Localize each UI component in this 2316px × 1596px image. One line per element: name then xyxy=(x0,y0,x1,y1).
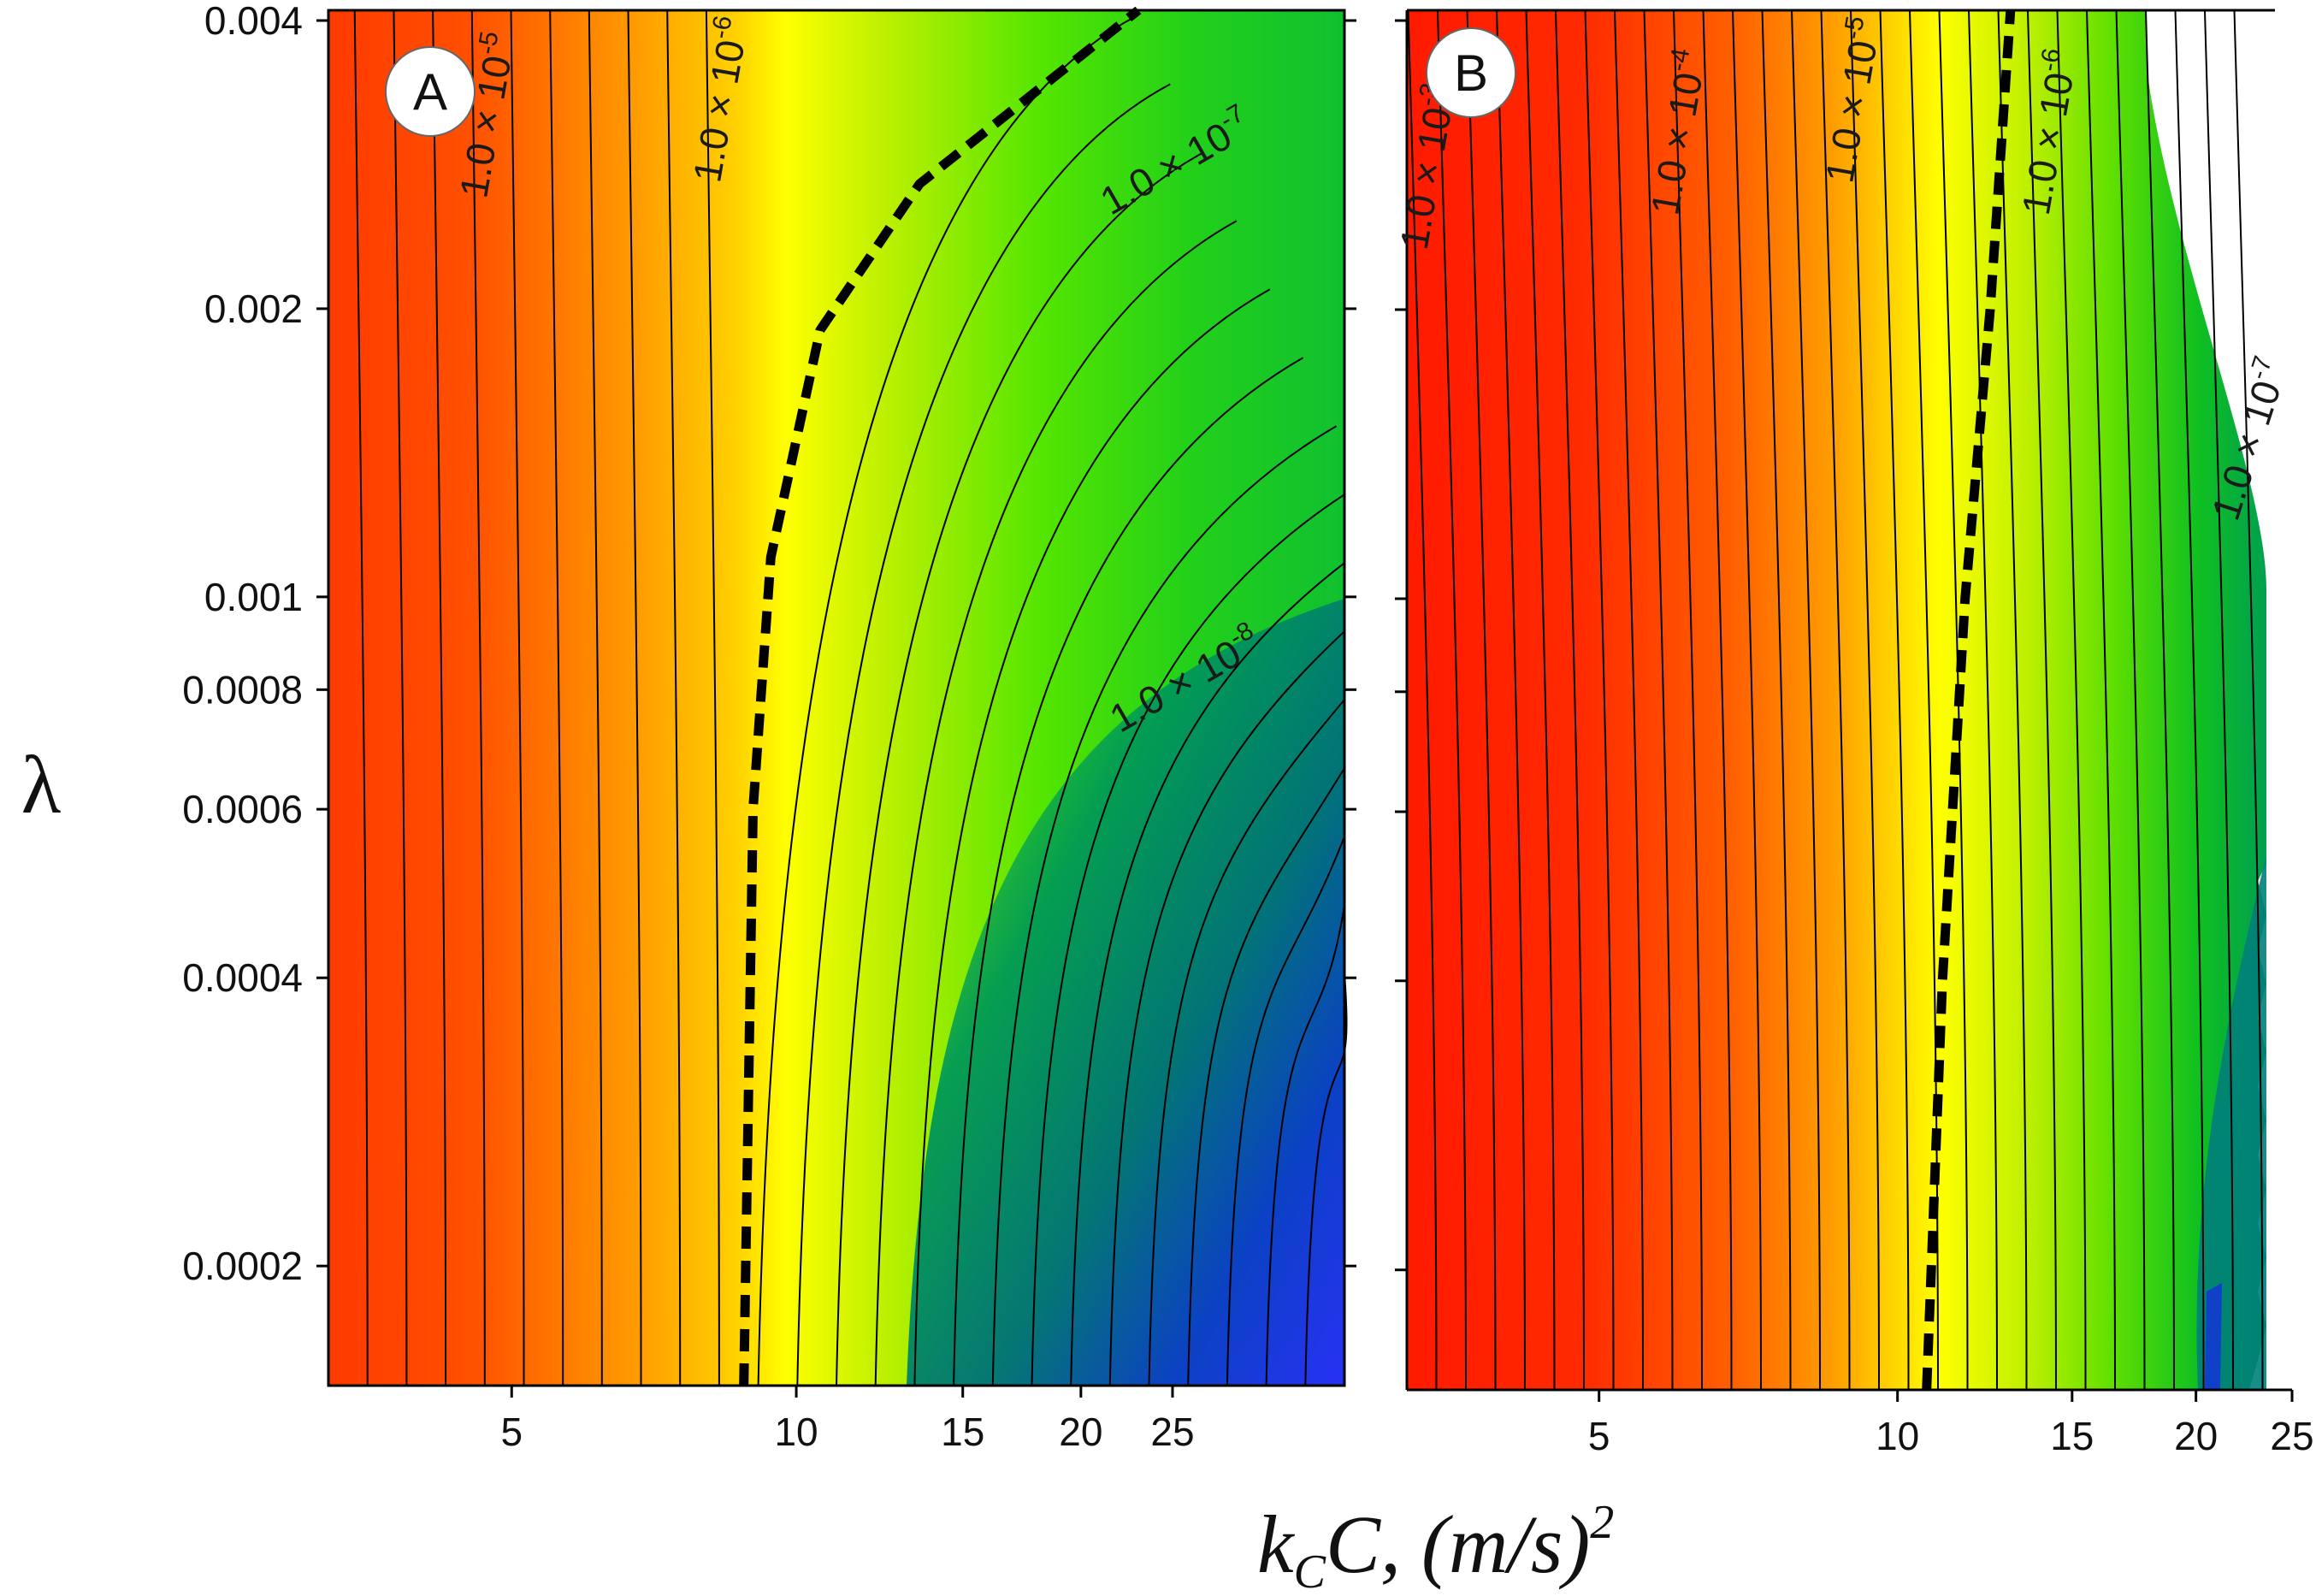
x-tick-label: 10 xyxy=(1876,1414,1919,1458)
contour-line xyxy=(1525,9,1556,1391)
contour-line xyxy=(1108,630,1345,1386)
panel-b-plot-area xyxy=(1407,10,2266,1390)
contour-line xyxy=(757,15,1137,1386)
y-tick-label: 0.002 xyxy=(204,287,303,331)
contour-line xyxy=(1148,699,1345,1386)
contour-line xyxy=(1761,9,1792,1391)
contour-label-exponent: -5 xyxy=(1838,14,1870,41)
y-tick-label: 0.001 xyxy=(204,575,303,619)
contour-line xyxy=(470,9,486,1386)
panel-a-frame xyxy=(327,9,1346,1387)
panel-b-blue-patch xyxy=(2205,1283,2222,1390)
panel-a-low-region xyxy=(907,599,1344,1386)
x-tick-label: 15 xyxy=(2050,1414,2094,1458)
x-tick-label: 25 xyxy=(2270,1414,2313,1458)
x-tick-label: 20 xyxy=(1059,1410,1102,1454)
contour-line xyxy=(874,220,1238,1386)
contour-line xyxy=(2086,9,2116,1391)
contour-line xyxy=(588,9,603,1386)
contour-line xyxy=(705,9,720,1386)
contour-line xyxy=(353,9,369,1386)
contour-line xyxy=(1968,9,1998,1391)
contour-line xyxy=(1673,9,1703,1391)
contour-line xyxy=(627,9,642,1386)
y-tick-label: 0.0006 xyxy=(182,787,303,831)
x-axis-label-subscript: C xyxy=(1294,1546,1326,1596)
contour-line xyxy=(953,357,1304,1386)
contour-line xyxy=(1850,9,1880,1391)
contour-line xyxy=(1879,9,1910,1391)
contour-line xyxy=(796,83,1171,1386)
contour-line xyxy=(1496,9,1526,1391)
panel-b: 5 10 15 20 25 1.0 × 10-3 1.0 × 10-4 1.0 × 10-5… xyxy=(1391,9,2314,1458)
contour-line xyxy=(913,288,1271,1386)
panel-a-contour-lines xyxy=(353,9,1348,1386)
contour-line xyxy=(1643,9,1674,1391)
panel-a-dashed-curve xyxy=(739,6,1142,1386)
panel-a-label: A xyxy=(413,63,447,121)
contour-line xyxy=(1791,9,1821,1391)
contour-line xyxy=(666,9,682,1386)
contour-line xyxy=(1265,904,1345,1386)
contour-line xyxy=(2027,9,2057,1391)
contour-line xyxy=(1820,9,1851,1391)
x-axis-label-k: k xyxy=(1257,1498,1296,1590)
contour-line xyxy=(1437,9,1467,1391)
y-tick-label: 0.0002 xyxy=(182,1244,303,1288)
contour-line xyxy=(1226,836,1345,1386)
contour-line xyxy=(549,9,564,1386)
contour-line xyxy=(510,9,525,1386)
panel-a: 5 10 15 20 25 0.004 0.002 0.001 0.0008 0.0006 0.00… xyxy=(182,0,1356,1454)
contour-line xyxy=(2204,9,2234,1391)
contour-line xyxy=(2115,9,2146,1391)
x-tick-label: 20 xyxy=(2174,1414,2218,1458)
panel-b-label: B xyxy=(1454,44,1488,102)
contour-label-exponent: -6 xyxy=(706,14,737,41)
contour-line xyxy=(1187,767,1345,1386)
contour-line xyxy=(1407,9,1438,1391)
contour-line xyxy=(2145,9,2175,1391)
contour-line xyxy=(1702,9,1733,1391)
contour-line xyxy=(1031,494,1345,1386)
x-tick-label: 5 xyxy=(1588,1414,1610,1458)
x-axis-label-rest: C, (m/s) xyxy=(1326,1498,1590,1590)
x-tick-label: 25 xyxy=(1150,1410,1194,1454)
panel-b-label-badge xyxy=(1426,27,1516,118)
contour-line xyxy=(1555,9,1585,1391)
contour-label-exponent: -4 xyxy=(1663,46,1695,74)
panel-a-label-badge xyxy=(385,46,476,137)
panel-a-ticks: 5 10 15 20 25 0.004 0.002 0.001 0.0008 0.0006 0.00… xyxy=(182,0,1356,1454)
panel-b-ticks: 5 10 15 20 25 xyxy=(1395,19,2314,1458)
contour-line xyxy=(1466,9,1497,1391)
contour-line xyxy=(432,9,447,1386)
y-axis-label: λ xyxy=(21,739,62,831)
contour-line xyxy=(1070,562,1345,1386)
contour-line xyxy=(836,151,1204,1386)
contour-line xyxy=(1304,972,1348,1386)
contour-label-exponent: -5 xyxy=(472,29,504,56)
x-axis-label-exponent: 2 xyxy=(1590,1496,1614,1549)
contour-line xyxy=(1732,9,1762,1391)
contour-line xyxy=(2233,9,2264,1391)
contour-line xyxy=(393,9,408,1386)
contour-label-exponent: -6 xyxy=(2035,46,2066,74)
x-tick-label: 10 xyxy=(774,1410,818,1454)
contour-line xyxy=(1938,9,1969,1391)
x-tick-label: 5 xyxy=(500,1410,523,1454)
panel-b-contour-lines xyxy=(1407,9,2264,1391)
y-tick-label: 0.0004 xyxy=(182,955,303,1000)
y-tick-label: 0.0008 xyxy=(182,667,303,712)
contour-line xyxy=(991,425,1338,1386)
x-tick-label: 15 xyxy=(941,1410,984,1454)
contour-line xyxy=(1584,9,1615,1391)
y-tick-label: 0.004 xyxy=(204,0,303,43)
contour-line xyxy=(2174,9,2205,1391)
svg-text:kCC, (m/s)2: kCC, (m/s)2 xyxy=(1257,1496,1614,1596)
contour-line xyxy=(2056,9,2087,1391)
panel-b-dashed-curve xyxy=(1922,9,2016,1391)
contour-line xyxy=(1909,9,1939,1391)
contour-line xyxy=(1614,9,1644,1391)
x-axis-label: kCC, (m/s)2 xyxy=(1257,1496,1614,1596)
